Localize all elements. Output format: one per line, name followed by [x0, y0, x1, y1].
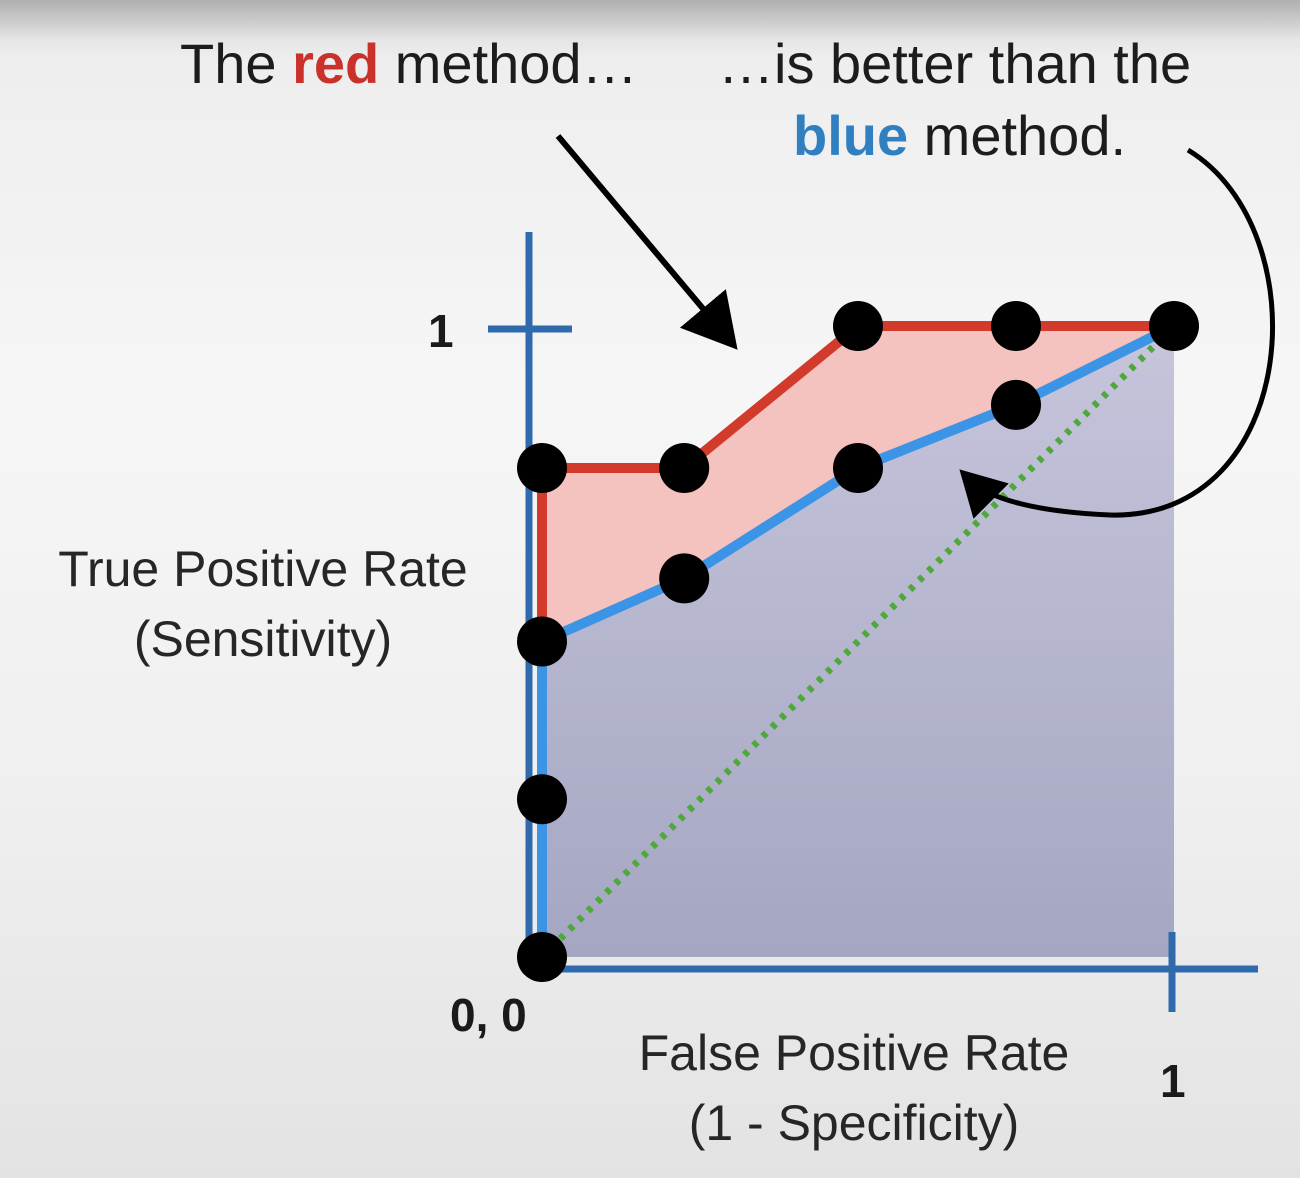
- data-point-9: [991, 301, 1041, 351]
- arrow-to-blue-curve: [959, 147, 1276, 519]
- y-axis-label-line1: True Positive Rate: [58, 541, 468, 597]
- caption-red-word: red: [292, 32, 380, 95]
- data-point-10: [1149, 301, 1199, 351]
- annotation-arrows: [555, 134, 1276, 519]
- data-point-7: [833, 301, 883, 351]
- diagonal-line: [539, 323, 1177, 960]
- x-axis-label-line2: (1 - Specificity): [688, 1095, 1020, 1151]
- data-point-1: [517, 774, 567, 825]
- caption-right-suffix: method.: [908, 104, 1127, 167]
- data-point-5: [659, 553, 710, 604]
- caption-right-line2: blue method.: [793, 108, 1126, 164]
- series-line-blue: [537, 321, 1177, 957]
- y-axis-label-line2: (Sensitivity): [133, 611, 393, 667]
- x-tick-label: 1: [1160, 1055, 1186, 1107]
- data-points: [517, 301, 1199, 982]
- x-axis-label: False Positive Rate (1 - Specificity): [584, 1018, 1124, 1158]
- caption-right-line1: …is better than the: [718, 32, 1192, 95]
- data-point-4: [659, 442, 710, 493]
- data-point-0: [517, 932, 567, 982]
- caption-left-suffix: method…: [379, 32, 638, 95]
- caption-blue-word: blue: [793, 104, 909, 167]
- data-point-8: [991, 379, 1041, 430]
- y-axis-label: True Positive Rate (Sensitivity): [18, 534, 508, 674]
- caption-left-prefix: The: [180, 32, 293, 95]
- diagonal-dotted-line: [539, 323, 1177, 960]
- caption-left: The red method…: [180, 36, 638, 92]
- axes: [488, 232, 1258, 1012]
- y-tick-label: 1: [428, 305, 454, 357]
- data-point-2: [517, 616, 567, 667]
- arrow-to-red-curve: [555, 134, 738, 350]
- top-shade: [0, 0, 1300, 40]
- x-axis-label-line1: False Positive Rate: [638, 1025, 1070, 1081]
- origin-label: 0, 0: [450, 989, 527, 1041]
- data-point-6: [833, 442, 883, 493]
- data-point-3: [517, 442, 567, 493]
